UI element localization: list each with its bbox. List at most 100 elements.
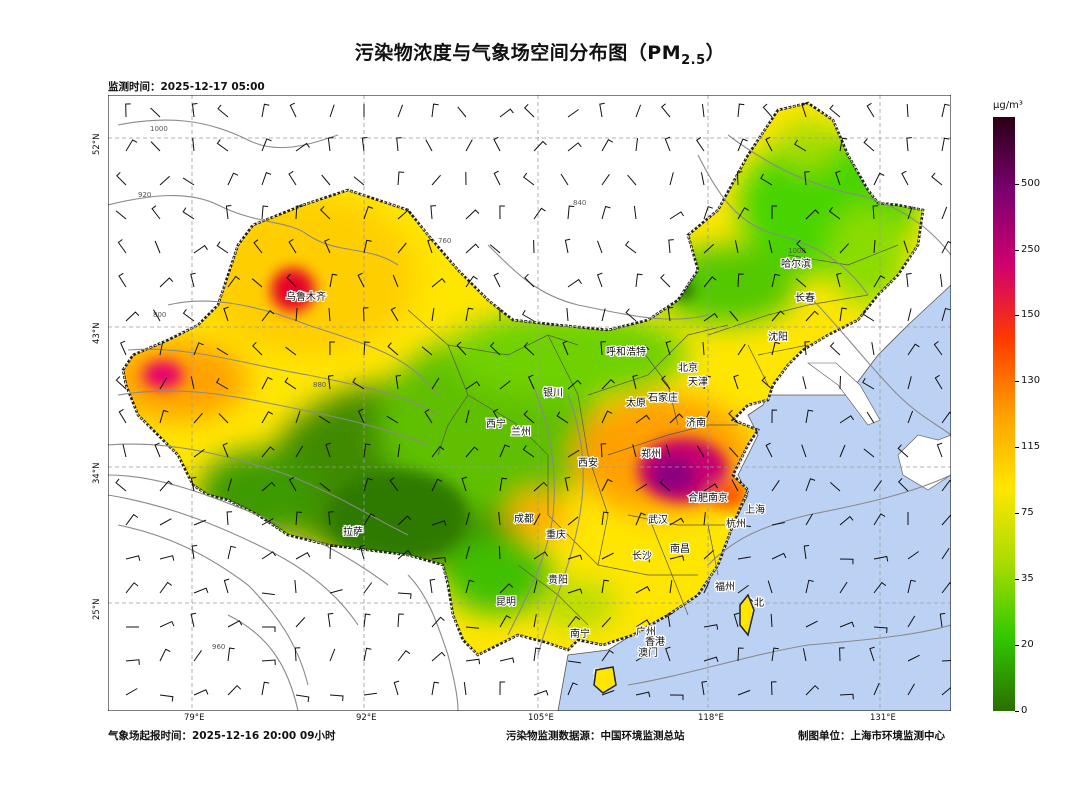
- city-guangzhou[interactable]: 广州: [635, 625, 657, 639]
- wind-barb: [457, 106, 467, 118]
- city-hangzhou[interactable]: 杭州: [725, 516, 747, 531]
- wind-barb: [803, 544, 810, 560]
- wind-barb: [564, 238, 571, 254]
- city-changchun[interactable]: 长春: [794, 291, 816, 305]
- wind-barb: [329, 648, 336, 662]
- wind-barb: [252, 341, 263, 356]
- wind-barb: [227, 647, 235, 662]
- lat-label: 34°N: [92, 462, 102, 484]
- wind-barb: [193, 244, 208, 254]
- city-nanjing[interactable]: 南京: [707, 490, 729, 505]
- wind-barb: [567, 109, 579, 118]
- city-tianjin[interactable]: 天津: [687, 375, 709, 389]
- city-macau[interactable]: 澳门: [637, 645, 659, 660]
- wind-barb: [737, 207, 750, 220]
- wind-barb: [431, 103, 439, 118]
- city-shenyang[interactable]: 沈阳: [767, 329, 789, 344]
- wind-barb: [635, 414, 650, 424]
- city-xian[interactable]: 西安: [577, 455, 599, 470]
- wind-barb: [498, 545, 501, 560]
- city-shanghai[interactable]: 上海: [744, 502, 766, 517]
- wind-barb: [703, 656, 719, 662]
- wind-barb: [353, 176, 365, 186]
- city-xining[interactable]: 西宁: [485, 416, 507, 431]
- wind-barb: [227, 172, 239, 186]
- city-yinchuan[interactable]: 银川: [542, 385, 564, 400]
- wind-barb: [941, 411, 951, 424]
- city-kunming[interactable]: 昆明: [495, 595, 517, 609]
- wind-barb: [261, 592, 275, 596]
- wind-barb: [154, 240, 161, 254]
- taiwan-island: [739, 593, 755, 637]
- wind-barb: [635, 691, 651, 698]
- wind-barb: [829, 104, 841, 118]
- wind-barb: [839, 444, 846, 458]
- wind-barb: [192, 138, 195, 152]
- wind-barb: [601, 139, 614, 152]
- city-zhengzhou[interactable]: 郑州: [640, 446, 662, 461]
- city-fuzhou[interactable]: 福州: [714, 579, 736, 594]
- wind-barb: [159, 409, 169, 424]
- wind-barb: [533, 207, 546, 220]
- wind-barb: [499, 583, 514, 594]
- wind-barb: [771, 273, 780, 288]
- wind-barb: [703, 276, 717, 288]
- wind-barb: [632, 374, 638, 390]
- city-jinan[interactable]: 济南: [685, 415, 707, 430]
- city-hefei[interactable]: 合肥: [687, 490, 709, 505]
- wind-barb: [669, 211, 685, 220]
- city-shijiazhuang[interactable]: 石家庄: [647, 390, 679, 405]
- wind-barb: [533, 551, 549, 560]
- wind-barb: [839, 415, 855, 424]
- city-wuhan[interactable]: 武汉: [647, 512, 669, 527]
- wind-barb: [431, 377, 440, 390]
- wind-barb: [632, 444, 637, 458]
- wind-barb: [635, 586, 651, 594]
- wind-barb: [597, 240, 603, 254]
- wind-barb: [729, 310, 739, 322]
- city-lanzhou[interactable]: 兰州: [510, 424, 532, 439]
- wind-barb: [907, 343, 920, 356]
- city-hohhot[interactable]: 呼和浩特: [605, 345, 647, 359]
- wind-barb: [363, 206, 374, 220]
- wind-barb: [523, 103, 535, 118]
- wind-barb: [941, 240, 951, 254]
- wind-barb: [701, 680, 707, 696]
- wind-barb: [669, 694, 684, 701]
- city-chongqing[interactable]: 重庆: [545, 527, 567, 542]
- pollution-map[interactable]: 1000 920 880 840 800 760 960 1008 乌鲁木齐 拉…: [108, 95, 951, 711]
- wind-barb: [839, 693, 854, 700]
- wind-barb: [159, 555, 175, 561]
- wind-barb: [216, 139, 229, 152]
- colorbar-tick: 35: [1021, 573, 1034, 584]
- wind-barb: [363, 239, 372, 254]
- wind-barb: [635, 653, 648, 662]
- city-beijing[interactable]: 北京: [677, 360, 699, 375]
- city-harbin[interactable]: 哈尔滨: [780, 256, 812, 271]
- city-hongkong[interactable]: 香港: [644, 635, 666, 649]
- isobar-label: 800: [153, 311, 166, 319]
- city-taiyuan[interactable]: 太原: [625, 395, 647, 410]
- city-urumqi[interactable]: 乌鲁木齐: [285, 289, 327, 304]
- wind-barb: [771, 647, 779, 662]
- wind-barbs: [115, 102, 951, 703]
- wind-barb: [461, 476, 468, 492]
- wind-barb: [601, 511, 609, 526]
- wind-barb: [668, 239, 674, 254]
- wind-barb: [805, 579, 814, 594]
- city-lhasa[interactable]: 拉萨: [342, 524, 364, 539]
- city-nanning[interactable]: 南宁: [569, 626, 591, 641]
- city-changsha[interactable]: 长沙: [631, 549, 653, 563]
- wind-barb: [261, 309, 275, 322]
- wind-barb: [431, 616, 445, 628]
- city-chengdu[interactable]: 成都: [513, 512, 535, 526]
- wind-barb: [667, 306, 674, 322]
- city-guiyang[interactable]: 贵阳: [547, 572, 569, 587]
- wind-barb: [261, 518, 274, 526]
- city-nanchang[interactable]: 南昌: [669, 541, 691, 556]
- wind-barb: [934, 374, 943, 390]
- wind-barb: [216, 347, 229, 356]
- colorbar-tick: 150: [1021, 309, 1041, 320]
- forecast-time: 气象场起报时间：2025-12-16 20:00 09小时: [108, 730, 336, 742]
- lat-label: 52°N: [92, 133, 102, 155]
